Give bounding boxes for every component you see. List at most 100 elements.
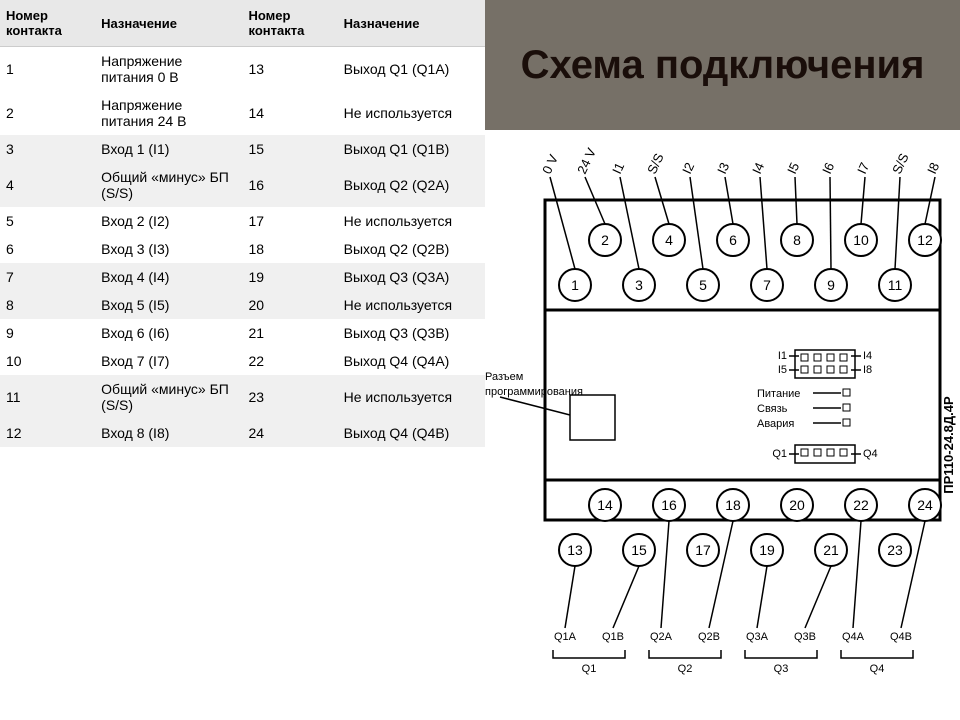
svg-text:20: 20 — [789, 497, 805, 513]
wiring-diagram: 0 V24 VI1S/SI2I3I4I5I6I7S/SI812345678910… — [485, 135, 960, 715]
svg-text:S/S: S/S — [889, 151, 912, 177]
svg-text:15: 15 — [631, 542, 647, 558]
svg-text:0 V: 0 V — [539, 152, 561, 176]
table-cell: Не используется — [338, 207, 485, 235]
svg-text:8: 8 — [793, 232, 801, 248]
svg-text:23: 23 — [887, 542, 903, 558]
table-cell: 21 — [242, 319, 337, 347]
svg-text:Q4: Q4 — [870, 663, 885, 675]
table-cell: Вход 3 (I3) — [95, 235, 242, 263]
table-cell: 2 — [0, 91, 95, 135]
table-cell: 19 — [242, 263, 337, 291]
th-num2: Номер контакта — [242, 0, 337, 47]
table-cell: Выход Q1 (Q1A) — [338, 47, 485, 92]
svg-text:9: 9 — [827, 277, 835, 293]
svg-text:2: 2 — [601, 232, 609, 248]
table-cell: 24 — [242, 419, 337, 447]
table-cell: Вход 6 (I6) — [95, 319, 242, 347]
table-row: 12Вход 8 (I8)24Выход Q4 (Q4B) — [0, 419, 485, 447]
table-cell: 10 — [0, 347, 95, 375]
table-row: 11Общий «минус» БП (S/S)23Не используетс… — [0, 375, 485, 419]
svg-text:ПР110-24.8Д.4Р: ПР110-24.8Д.4Р — [941, 396, 956, 494]
svg-text:I5: I5 — [784, 160, 802, 176]
svg-text:Q1: Q1 — [582, 663, 597, 675]
svg-text:Авария: Авария — [757, 418, 794, 430]
svg-text:Разъем: Разъем — [485, 371, 523, 383]
svg-text:24 V: 24 V — [574, 145, 599, 176]
svg-text:I2: I2 — [679, 160, 697, 176]
svg-text:14: 14 — [597, 497, 613, 513]
table-cell: 9 — [0, 319, 95, 347]
svg-text:Q3: Q3 — [774, 663, 789, 675]
table-cell: Вход 2 (I2) — [95, 207, 242, 235]
table-row: 4Общий «минус» БП (S/S)16Выход Q2 (Q2A) — [0, 163, 485, 207]
table-cell: 13 — [242, 47, 337, 92]
th-num1: Номер контакта — [0, 0, 95, 47]
table-cell: Напряжение питания 24 В — [95, 91, 242, 135]
table-cell: 1 — [0, 47, 95, 92]
table-cell: Напряжение питания 0 В — [95, 47, 242, 92]
table-cell: Общий «минус» БП (S/S) — [95, 163, 242, 207]
svg-text:22: 22 — [853, 497, 869, 513]
svg-text:I5: I5 — [778, 364, 787, 376]
svg-text:3: 3 — [635, 277, 643, 293]
table-row: 2Напряжение питания 24 В14Не используетс… — [0, 91, 485, 135]
table-cell: Вход 8 (I8) — [95, 419, 242, 447]
pinout-table-section: Номер контакта Назначение Номер контакта… — [0, 0, 485, 720]
svg-text:программирования: программирования — [485, 386, 583, 398]
table-cell: 17 — [242, 207, 337, 235]
table-cell: Выход Q4 (Q4B) — [338, 419, 485, 447]
svg-text:Q4: Q4 — [863, 448, 878, 460]
svg-text:Q2B: Q2B — [698, 631, 720, 643]
svg-text:16: 16 — [661, 497, 677, 513]
svg-text:I3: I3 — [714, 160, 732, 176]
table-row: 9Вход 6 (I6)21Выход Q3 (Q3B) — [0, 319, 485, 347]
svg-text:6: 6 — [729, 232, 737, 248]
svg-text:18: 18 — [725, 497, 741, 513]
table-cell: Не используется — [338, 375, 485, 419]
table-row: 8Вход 5 (I5)20Не используется — [0, 291, 485, 319]
table-cell: Выход Q2 (Q2A) — [338, 163, 485, 207]
table-cell: 20 — [242, 291, 337, 319]
table-cell: 22 — [242, 347, 337, 375]
svg-text:I7: I7 — [854, 160, 872, 176]
table-cell: Общий «минус» БП (S/S) — [95, 375, 242, 419]
svg-text:S/S: S/S — [644, 151, 667, 177]
table-cell: 15 — [242, 135, 337, 163]
table-row: 3Вход 1 (I1)15Выход Q1 (Q1B) — [0, 135, 485, 163]
svg-text:Q1B: Q1B — [602, 631, 624, 643]
table-cell: Выход Q1 (Q1B) — [338, 135, 485, 163]
svg-text:I8: I8 — [924, 160, 942, 176]
page-title: Схема подключения — [521, 43, 925, 87]
svg-text:Q2A: Q2A — [650, 631, 673, 643]
table-cell: Выход Q4 (Q4A) — [338, 347, 485, 375]
table-cell: 11 — [0, 375, 95, 419]
table-cell: Выход Q2 (Q2B) — [338, 235, 485, 263]
svg-text:I4: I4 — [863, 350, 872, 362]
table-cell: 16 — [242, 163, 337, 207]
svg-text:I8: I8 — [863, 364, 872, 376]
table-row: 1Напряжение питания 0 В13Выход Q1 (Q1A) — [0, 47, 485, 92]
table-row: 6Вход 3 (I3)18Выход Q2 (Q2B) — [0, 235, 485, 263]
svg-text:12: 12 — [917, 232, 933, 248]
pinout-table: Номер контакта Назначение Номер контакта… — [0, 0, 485, 447]
table-cell: 4 — [0, 163, 95, 207]
table-cell: 8 — [0, 291, 95, 319]
svg-text:Q1A: Q1A — [554, 631, 577, 643]
table-row: 7Вход 4 (I4)19Выход Q3 (Q3A) — [0, 263, 485, 291]
svg-text:5: 5 — [699, 277, 707, 293]
svg-text:Q3B: Q3B — [794, 631, 816, 643]
table-cell: Вход 1 (I1) — [95, 135, 242, 163]
svg-text:Q4A: Q4A — [842, 631, 865, 643]
th-desc2: Назначение — [338, 0, 485, 47]
table-cell: 3 — [0, 135, 95, 163]
title-box: Схема подключения — [485, 0, 960, 130]
svg-text:Связь: Связь — [757, 403, 788, 415]
table-cell: Не используется — [338, 91, 485, 135]
svg-text:Q3A: Q3A — [746, 631, 769, 643]
svg-text:Q2: Q2 — [678, 663, 693, 675]
table-cell: Не используется — [338, 291, 485, 319]
table-cell: 12 — [0, 419, 95, 447]
th-desc1: Назначение — [95, 0, 242, 47]
table-cell: 7 — [0, 263, 95, 291]
